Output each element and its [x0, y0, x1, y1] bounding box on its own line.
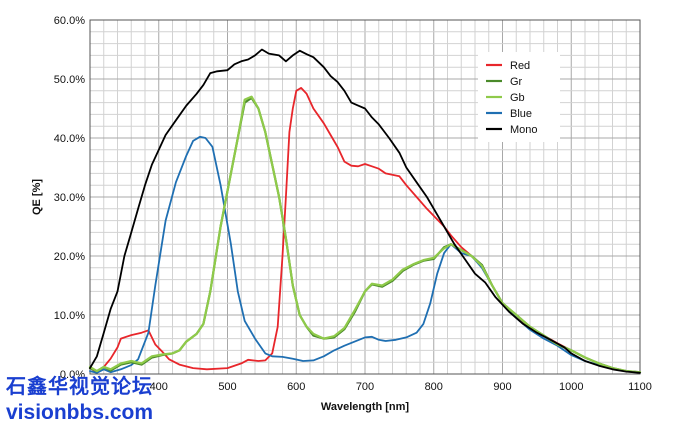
series-line-mono [89, 48, 641, 374]
y-tick-labels: 0.0% 10.0% 20.0% 30.0% 40.0% 50.0% 60.0% [54, 15, 85, 381]
y-tick-label: 40.0% [54, 133, 85, 145]
x-tick-label: 1000 [559, 381, 583, 393]
series-lines [88, 48, 642, 374]
legend: Red Gr Gb Blue Mono [478, 52, 560, 142]
y-tick-label: 0.0% [60, 369, 85, 381]
legend-label-mono: Mono [510, 124, 538, 136]
watermark-website: visionbbs.com [6, 401, 154, 424]
x-axis-title: Wavelength [nm] [321, 401, 410, 413]
x-tick-label: 1100 [628, 381, 652, 393]
plot-frame [89, 19, 641, 375]
axes [89, 19, 641, 375]
series-line-gb [88, 95, 642, 374]
y-tick-label: 30.0% [54, 192, 85, 204]
x-tick-label: 500 [218, 381, 236, 393]
legend-label-red: Red [510, 60, 530, 72]
watermark-forum-name: 石鑫华视觉论坛 [6, 374, 153, 398]
legend-label-blue: Blue [510, 108, 532, 120]
y-tick-label: 20.0% [54, 251, 85, 263]
y-tick-label: 10.0% [54, 310, 85, 322]
y-tick-label: 60.0% [54, 15, 85, 27]
x-tick-label: 900 [493, 381, 511, 393]
legend-label-gb: Gb [510, 92, 525, 104]
x-tick-label: 700 [356, 381, 374, 393]
series-line-blue [89, 135, 641, 374]
legend-label-gr: Gr [510, 76, 523, 88]
y-tick-label: 50.0% [54, 74, 85, 86]
x-tick-label: 800 [425, 381, 443, 393]
y-axis-title: QE [%] [31, 179, 43, 215]
x-tick-label: 400 [150, 381, 168, 393]
x-tick-labels: 400 500 600 700 800 900 1000 1100 [150, 381, 652, 393]
x-tick-label: 600 [287, 381, 305, 393]
